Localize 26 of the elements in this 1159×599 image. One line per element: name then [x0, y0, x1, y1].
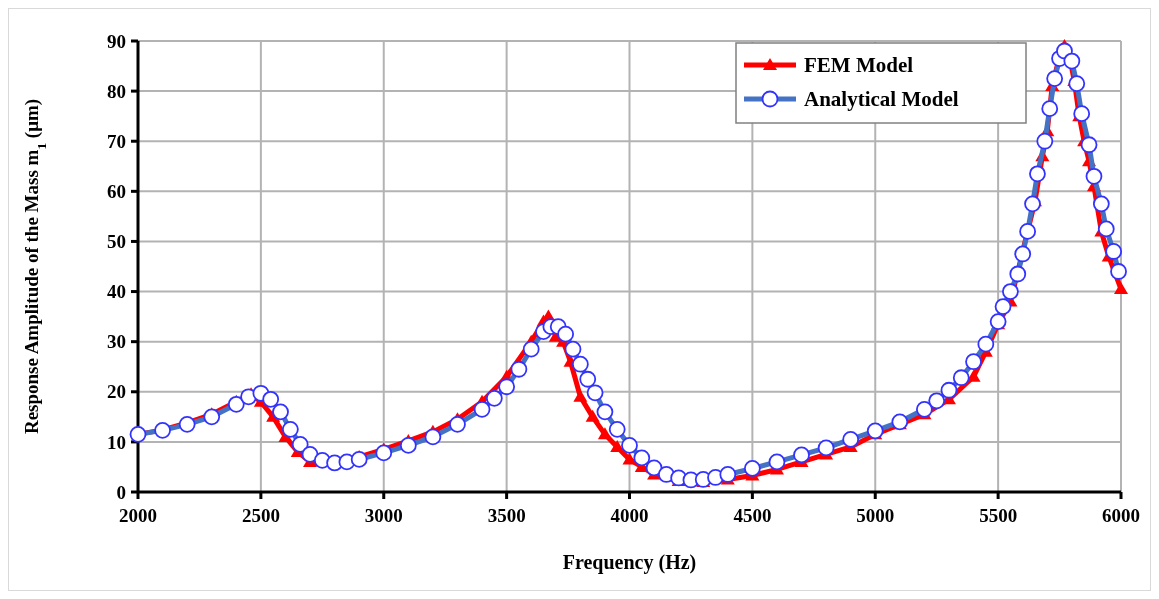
- y-tick-label: 10: [107, 431, 126, 453]
- x-tick-label: 4000: [610, 505, 649, 526]
- x-tick-label: 4500: [733, 505, 772, 526]
- y-tick-label: 90: [107, 30, 126, 52]
- point: [573, 389, 588, 402]
- x-tick-label: 5000: [856, 505, 895, 526]
- x-axis-title: Frequency (Hz): [562, 551, 697, 574]
- x-tick-label: 5500: [979, 505, 1018, 526]
- point: [585, 409, 600, 422]
- y-tick-label: 40: [107, 281, 126, 303]
- point: [1114, 282, 1128, 295]
- y-tick-label: 70: [107, 130, 126, 152]
- y-tick-label: 80: [107, 80, 126, 102]
- legend-label: Analytical Model: [804, 87, 959, 112]
- legend-label: FEM Model: [804, 53, 914, 78]
- y-tick-label: 50: [107, 231, 126, 253]
- y-tick-label: 0: [116, 481, 126, 503]
- y-tick-label: 30: [107, 331, 126, 353]
- y-tick-label: 60: [107, 180, 126, 202]
- x-tick-label: 2000: [119, 505, 157, 526]
- point: [597, 427, 612, 440]
- x-tick-label: 3500: [487, 505, 526, 526]
- y-tick-label: 20: [107, 381, 126, 403]
- x-tick-label: 2500: [241, 505, 280, 526]
- x-tick-label: 3000: [364, 505, 403, 526]
- x-tick-label: 6000: [1102, 505, 1140, 526]
